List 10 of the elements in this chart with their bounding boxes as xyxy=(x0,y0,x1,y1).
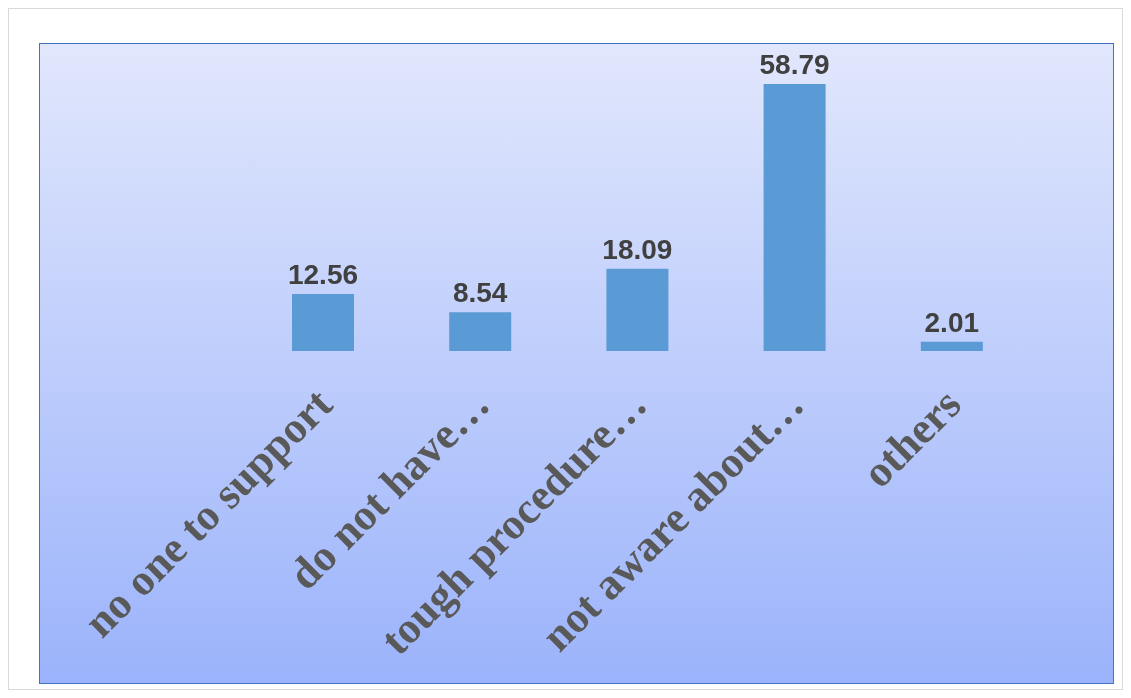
bar xyxy=(920,341,983,351)
data-label: 2.01 xyxy=(924,306,980,338)
bar xyxy=(606,268,669,351)
bar xyxy=(449,312,512,351)
bar xyxy=(292,293,354,351)
data-label: 8.54 xyxy=(452,277,508,309)
bar xyxy=(763,84,826,351)
data-label: 58.79 xyxy=(759,49,830,80)
data-label: 18.09 xyxy=(602,233,673,265)
data-label: 12.56 xyxy=(287,258,359,290)
